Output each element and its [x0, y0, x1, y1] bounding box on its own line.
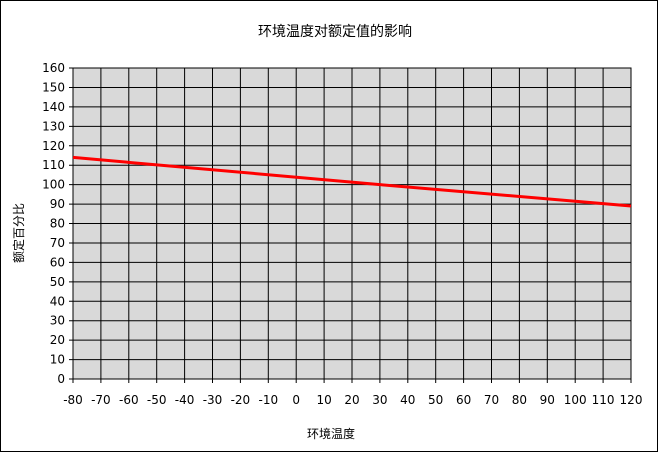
x-tick-label: 80 [512, 393, 527, 407]
x-tick-label: 100 [564, 393, 587, 407]
y-tick-label: 50 [50, 275, 65, 289]
x-tick-label: 20 [344, 393, 359, 407]
y-tick-label: 0 [57, 372, 65, 386]
x-tick-label: -70 [91, 393, 111, 407]
series-line [72, 155, 632, 208]
x-tick-label: -50 [147, 393, 167, 407]
series-group [72, 155, 632, 208]
x-tick-label: 50 [428, 393, 443, 407]
x-tick-label: -10 [258, 393, 278, 407]
x-tick-label: 60 [456, 393, 471, 407]
x-tick-label: 110 [592, 393, 615, 407]
x-tick-label: 90 [540, 393, 555, 407]
y-axis-ticks: 0 10 20 30 40 50 60 70 80 90 100 110 120 130 140 150 160 [42, 61, 65, 386]
y-tick-label: 40 [50, 294, 65, 308]
x-tick-label: 10 [316, 393, 331, 407]
y-tick-label: 160 [42, 61, 65, 75]
y-tick-label: 140 [42, 100, 65, 114]
x-axis-label: 环境温度 [307, 426, 355, 441]
x-tick-label: 70 [484, 393, 499, 407]
y-tick-label: 60 [50, 255, 65, 269]
chart-title: 环境温度对额定值的影响 [258, 24, 412, 40]
y-tick-label: 20 [50, 333, 65, 347]
x-tick-label: -40 [175, 393, 195, 407]
x-tick-label: 0 [292, 393, 300, 407]
y-tick-label: 30 [50, 314, 65, 328]
y-tick-label: 150 [42, 80, 65, 94]
y-tick-label: 130 [42, 119, 65, 133]
y-tick-label: 70 [50, 236, 65, 250]
y-tick-label: 120 [42, 139, 65, 153]
y-tick-label: 100 [42, 178, 65, 192]
x-tick-label: -60 [119, 393, 139, 407]
x-tick-label: -30 [203, 393, 223, 407]
y-tick-label: 110 [42, 158, 65, 172]
y-axis-label: 额定百分比 [11, 203, 26, 263]
x-tick-label: 120 [620, 393, 643, 407]
y-tick-label: 80 [50, 217, 65, 231]
x-tick-label: 30 [372, 393, 387, 407]
x-tick-label: -80 [63, 393, 83, 407]
y-tick-label: 90 [50, 197, 65, 211]
y-tick-label: 10 [50, 353, 65, 367]
x-axis-ticks: -80 -70 -60 -50 -40 -30 -20 -10 0 10 20 30 40 50 60 70 8… [63, 393, 642, 407]
x-tick-label: 40 [400, 393, 415, 407]
gridlines [69, 67, 632, 383]
x-tick-label: -20 [231, 393, 251, 407]
